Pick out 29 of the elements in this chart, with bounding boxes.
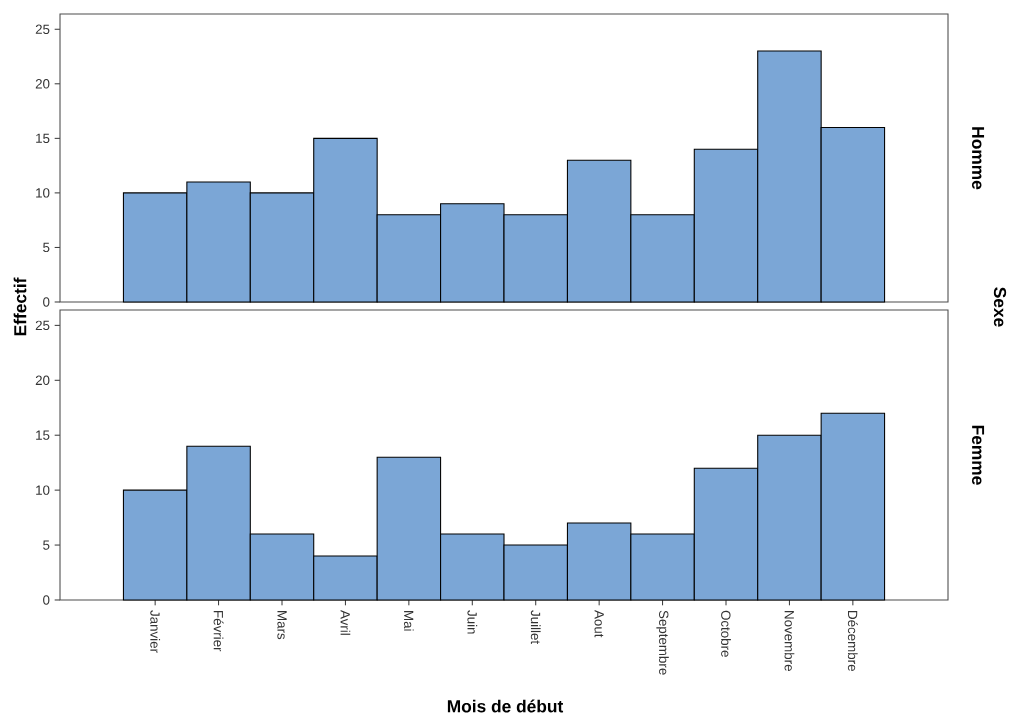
- y-tick-label: 5: [43, 540, 50, 550]
- y-tick-label: 15: [36, 430, 50, 440]
- y-axis-title: Effectif: [13, 277, 27, 336]
- y-tick-label: 15: [36, 133, 50, 143]
- y-tick-label: 20: [35, 375, 50, 385]
- y2-axis-title: Sexe: [993, 287, 1007, 327]
- text: Femme: [971, 425, 985, 485]
- y-tick-label: 5: [43, 242, 50, 253]
- y-tick-label: 10: [36, 485, 50, 495]
- x-tick-label: Février: [213, 611, 224, 652]
- x-tick-label: Mars: [277, 611, 287, 640]
- x-tick-label: Septembre: [656, 610, 669, 675]
- y-tick-label: 25: [35, 24, 50, 34]
- y-tick-label: 10: [36, 188, 50, 198]
- y-tick-label: 0: [43, 297, 50, 307]
- x-tick-label: Novembre: [784, 611, 795, 671]
- x-tick-label: Juin: [467, 610, 478, 634]
- x-tick-label: Mai: [403, 611, 414, 631]
- x-tick-label: Avril: [340, 610, 351, 635]
- x-tick-label: Décembre: [847, 611, 858, 671]
- x-tick-label: Juillet: [530, 610, 541, 645]
- x-axis-title: Mois de début: [447, 699, 564, 713]
- text: Homme: [971, 127, 985, 190]
- y-tick-label: 20: [35, 79, 50, 89]
- y-tick-label: 0: [43, 595, 50, 605]
- x-tick-label: Octobre: [721, 610, 731, 657]
- y-tick-label: 25: [35, 320, 50, 331]
- x-tick-label: Janvier: [150, 610, 161, 653]
- x-tick-label: Aout: [594, 610, 604, 638]
